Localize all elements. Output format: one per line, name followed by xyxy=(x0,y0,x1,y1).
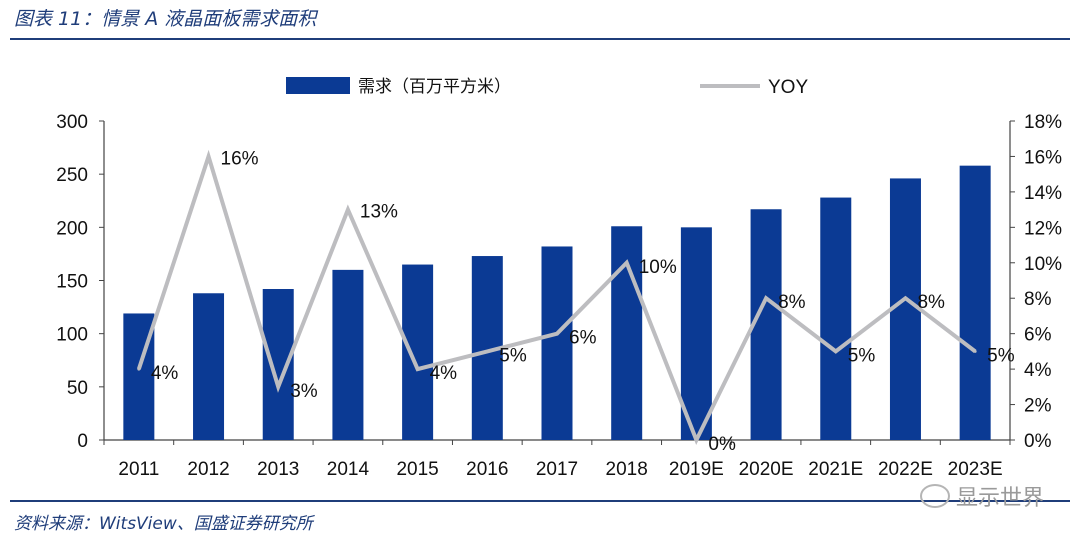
yoy-point xyxy=(416,367,420,371)
yoy-series xyxy=(136,149,977,445)
right-tick-label: 6% xyxy=(1024,325,1052,346)
yoy-point xyxy=(485,349,489,353)
yoy-data-label: 8% xyxy=(917,292,945,313)
yoy-data-label: 16% xyxy=(221,148,259,169)
bar xyxy=(680,227,712,440)
bar xyxy=(611,226,643,440)
yoy-data-label: 13% xyxy=(360,202,398,223)
source-note: 资料来源：WitsView、国盛证券研究所 xyxy=(14,514,313,534)
left-tick-label: 50 xyxy=(67,378,88,399)
x-tick-label: 2021E xyxy=(808,459,863,480)
left-tick-label: 100 xyxy=(56,325,88,346)
left-tick-label: 150 xyxy=(56,272,88,293)
right-tick-label: 10% xyxy=(1024,254,1062,275)
right-tick-label: 14% xyxy=(1024,183,1062,204)
yoy-point xyxy=(276,385,280,389)
left-tick-label: 200 xyxy=(56,218,88,239)
chart-axes: 0 50 100 150 200 250 300 0% 2% 4% 6% 8% 10% 12% 14% 16%… xyxy=(56,112,1062,480)
watermark-text: 显示世界 xyxy=(955,486,1044,511)
figure-title: 图表 11：情景 A 液晶面板需求面积 xyxy=(14,8,317,30)
yoy-point xyxy=(137,367,141,371)
yoy-point xyxy=(625,261,629,265)
x-tick-label: 2012 xyxy=(187,459,229,480)
bar xyxy=(541,246,573,440)
yoy-point xyxy=(973,349,977,353)
right-tick-label: 0% xyxy=(1024,431,1052,452)
right-tick-label: 2% xyxy=(1024,396,1052,417)
wechat-icon xyxy=(919,484,950,508)
x-tick-label: 2018 xyxy=(606,459,648,480)
legend-label-demand: 需求（百万平方米） xyxy=(358,77,511,97)
x-tick-label: 2016 xyxy=(466,459,508,480)
yoy-data-label: 3% xyxy=(290,381,318,402)
yoy-point xyxy=(834,349,838,353)
data-labels: 4% 16% 3% 13% 4% 5% 6% 10% 0% 8% 5% 8% 5% xyxy=(151,148,1015,455)
bar xyxy=(959,165,991,440)
x-tick-label: 2023E xyxy=(948,459,1003,480)
x-tick-label: 2017 xyxy=(536,459,578,480)
yoy-data-label: 5% xyxy=(499,345,527,366)
x-tick-label: 2022E xyxy=(878,459,933,480)
right-tick-label: 12% xyxy=(1024,218,1062,239)
right-tick-label: 8% xyxy=(1024,289,1052,310)
x-tick-label: 2014 xyxy=(327,459,370,480)
right-tick-label: 4% xyxy=(1024,360,1052,381)
bar xyxy=(820,197,852,440)
yoy-data-label: 0% xyxy=(708,434,736,455)
bar-series xyxy=(123,165,991,441)
source-rule xyxy=(10,500,1070,502)
left-tick-label: 250 xyxy=(56,165,88,186)
title-rule xyxy=(10,38,1070,40)
right-tick-label: 18% xyxy=(1024,112,1062,133)
x-tick-label: 2011 xyxy=(118,459,159,480)
bar xyxy=(332,269,364,440)
x-tick-label: 2019E xyxy=(669,459,724,480)
chart: 0 50 100 150 200 250 300 0% 2% 4% 6% 8% 10% 12% 14% 16%… xyxy=(56,77,1062,480)
legend: 需求（百万平方米） YOY xyxy=(286,77,808,98)
yoy-point xyxy=(694,438,698,442)
yoy-data-label: 6% xyxy=(569,328,597,349)
yoy-point xyxy=(764,296,768,300)
legend-label-yoy: YOY xyxy=(768,77,808,98)
yoy-data-label: 8% xyxy=(778,292,806,313)
watermark: 显示世界 xyxy=(919,480,1044,512)
right-tick-label: 16% xyxy=(1024,147,1062,168)
yoy-point xyxy=(346,208,350,212)
yoy-data-label: 4% xyxy=(430,363,458,384)
bar xyxy=(889,178,921,441)
yoy-data-label: 5% xyxy=(848,345,876,366)
yoy-data-label: 10% xyxy=(639,257,677,278)
left-tick-label: 300 xyxy=(56,112,88,133)
x-tick-label: 2015 xyxy=(396,459,438,480)
yoy-point xyxy=(903,296,907,300)
bar xyxy=(750,209,782,440)
x-tick-label: 2013 xyxy=(257,459,299,480)
bar xyxy=(193,293,225,440)
left-tick-label: 0 xyxy=(77,431,88,452)
bar xyxy=(402,264,434,440)
yoy-data-label: 4% xyxy=(151,363,179,384)
yoy-point xyxy=(555,332,559,336)
yoy-point xyxy=(207,154,211,158)
legend-swatch-demand xyxy=(286,77,350,94)
x-tick-label: 2020E xyxy=(739,459,794,480)
yoy-data-label: 5% xyxy=(987,345,1015,366)
